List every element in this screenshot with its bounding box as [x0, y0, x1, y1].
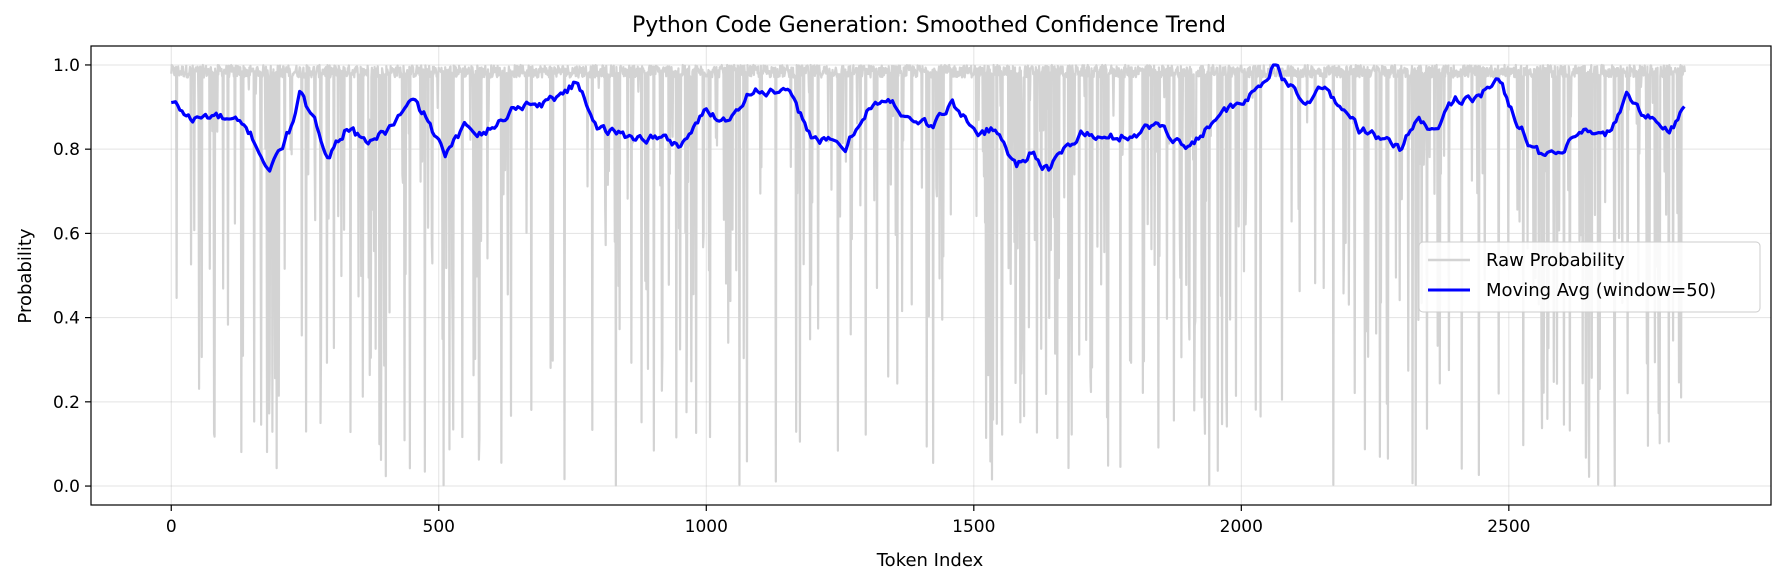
legend-box — [1418, 241, 1761, 313]
y-axis: 0.0 0.2 0.4 0.6 0.8 1.0 — [53, 56, 91, 497]
x-axis: 0 500 1000 1500 2000 2500 — [166, 505, 1530, 537]
y-tick-label: 0.0 — [53, 477, 80, 497]
x-tick-label: 0 — [166, 517, 177, 537]
plot-area — [170, 63, 1686, 487]
raw-probability-line — [170, 63, 1686, 487]
plot-frame — [90, 45, 1772, 506]
moving-average-line — [170, 63, 1686, 173]
x-axis-label: Token Index — [876, 550, 984, 571]
legend: Raw Probability Moving Avg (window=50) — [1418, 241, 1761, 313]
y-tick-label: 0.6 — [53, 224, 80, 244]
chart-title: Python Code Generation: Smoothed Confide… — [632, 13, 1226, 38]
y-axis-label: Probability — [15, 228, 36, 323]
x-tick-label: 500 — [423, 517, 455, 537]
raw-probability-series — [170, 63, 1686, 487]
y-tick-label: 0.2 — [53, 393, 80, 413]
y-tick-label: 1.0 — [53, 56, 80, 76]
x-tick-label: 2500 — [1487, 517, 1530, 537]
legend-label-moving-avg: Moving Avg (window=50) — [1486, 280, 1716, 301]
legend-label-raw: Raw Probability — [1486, 250, 1625, 271]
y-tick-label: 0.4 — [53, 309, 80, 329]
x-tick-label: 1500 — [952, 517, 995, 537]
moving-average-series — [170, 63, 1686, 173]
y-tick-label: 0.8 — [53, 140, 80, 160]
x-tick-label: 1000 — [685, 517, 728, 537]
x-tick-label: 2000 — [1220, 517, 1263, 537]
